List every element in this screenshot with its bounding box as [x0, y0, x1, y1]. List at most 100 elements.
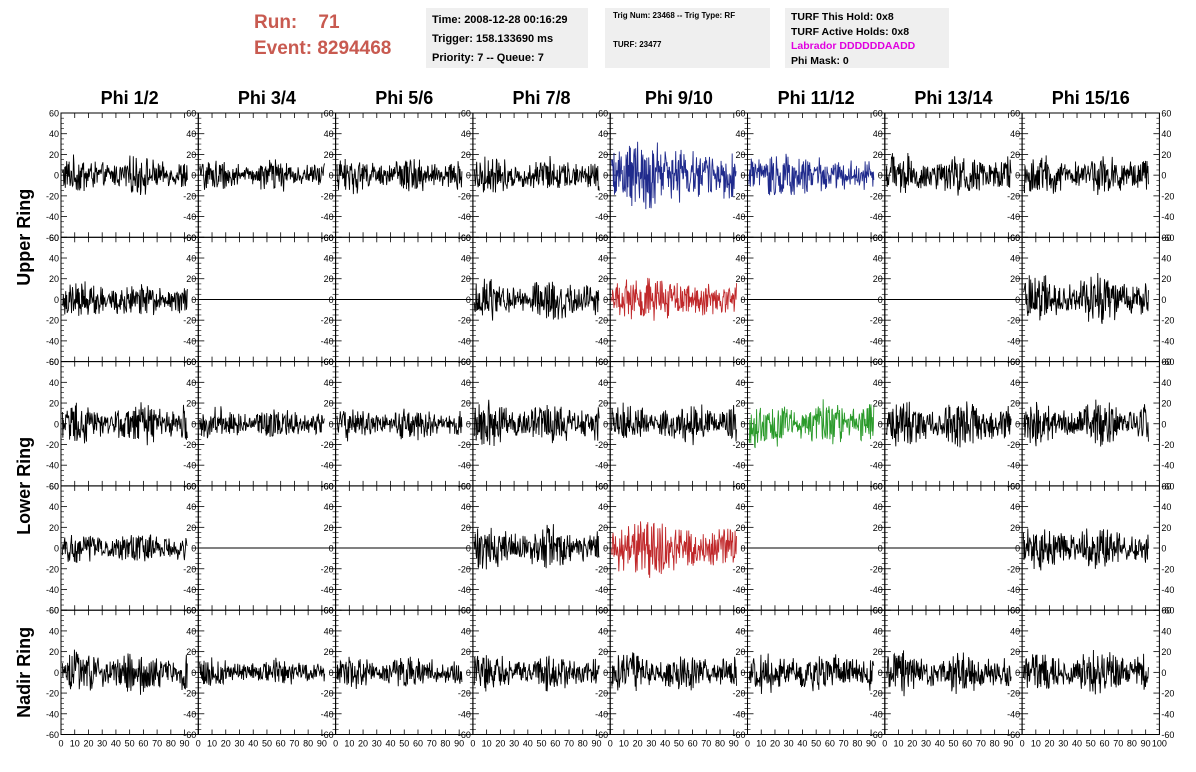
x-tick-label: 80	[852, 739, 862, 749]
y-tick-label: 60	[735, 357, 745, 367]
y-tick-label: 40	[735, 502, 745, 512]
x-tick-label: 0	[333, 739, 338, 749]
x-tick-label: 70	[701, 739, 711, 749]
y-tick-label: 40	[1161, 378, 1171, 388]
time-line: Time: 2008-12-28 00:16:29	[432, 14, 568, 26]
y-tick-label: 60	[324, 606, 334, 616]
y-tick-label: 0	[878, 668, 883, 678]
y-tick-label: 40	[1161, 626, 1171, 636]
y-tick-label: 0	[878, 419, 883, 429]
waveform-trace	[61, 281, 188, 316]
x-tick-label: 30	[1058, 739, 1068, 749]
y-tick-label: -40	[595, 212, 608, 222]
y-tick-label: 20	[873, 399, 883, 409]
y-tick-label: 40	[873, 378, 883, 388]
x-tick-label: 40	[248, 739, 258, 749]
x-tick-label: 50	[1086, 739, 1096, 749]
x-tick-label: 20	[358, 739, 368, 749]
y-tick-label: -60	[1161, 606, 1174, 616]
y-tick-label: 40	[598, 378, 608, 388]
y-tick-label: -20	[458, 689, 471, 699]
y-tick-label: 20	[324, 523, 334, 533]
x-tick-label: 0	[58, 739, 63, 749]
y-tick-label: 40	[461, 254, 471, 264]
column-title: Phi 5/6	[375, 88, 433, 108]
x-tick-label: 0	[470, 739, 475, 749]
y-tick-label: -60	[46, 233, 59, 243]
y-tick-label: -40	[458, 461, 471, 471]
y-tick-label: 40	[324, 378, 334, 388]
y-tick-label: 60	[1010, 481, 1020, 491]
x-tick-label: 40	[660, 739, 670, 749]
y-tick-label: -40	[46, 709, 59, 719]
x-tick-label: 10	[1031, 739, 1041, 749]
y-tick-label: 40	[324, 626, 334, 636]
column-title: Phi 9/10	[645, 88, 713, 108]
y-tick-label: 20	[1010, 399, 1020, 409]
y-tick-label: 40	[186, 502, 196, 512]
x-tick-label: 10	[894, 739, 904, 749]
y-tick-label: 60	[598, 606, 608, 616]
y-tick-label: -40	[183, 212, 196, 222]
y-tick-label: -20	[732, 564, 745, 574]
y-tick-label: 0	[603, 295, 608, 305]
time-info-box: Time: 2008-12-28 00:16:29 Trigger: 158.1…	[426, 8, 588, 68]
x-tick-label: 10	[207, 739, 217, 749]
y-tick-label: -60	[46, 730, 59, 740]
y-tick-label: 20	[186, 274, 196, 284]
y-tick-label: 40	[49, 378, 59, 388]
y-tick-label: -60	[870, 481, 883, 491]
y-tick-label: 60	[735, 109, 745, 119]
waveform-trace	[61, 649, 188, 695]
y-tick-label: -60	[1161, 357, 1174, 367]
x-tick-label: 20	[633, 739, 643, 749]
y-tick-label: 60	[49, 109, 59, 119]
y-tick-label: 0	[54, 544, 59, 554]
y-tick-label: -40	[321, 212, 334, 222]
y-tick-label: 40	[186, 378, 196, 388]
x-tick-label: 30	[646, 739, 656, 749]
y-tick-label: -20	[870, 316, 883, 326]
y-tick-label: 20	[461, 150, 471, 160]
phi-mask-line: Phi Mask: 0	[791, 54, 849, 67]
y-tick-label: -20	[46, 191, 59, 201]
y-tick-label: 20	[735, 523, 745, 533]
waveform-trace	[885, 401, 1012, 448]
y-tick-label: 20	[598, 274, 608, 284]
y-tick-label: -60	[321, 730, 334, 740]
x-tick-label: 50	[399, 739, 409, 749]
x-tick-label: 40	[523, 739, 533, 749]
y-tick-label: -40	[1007, 336, 1020, 346]
x-tick-label: 40	[1072, 739, 1082, 749]
x-tick-label: 80	[715, 739, 725, 749]
y-tick-label: 60	[598, 357, 608, 367]
y-tick-label: 40	[873, 129, 883, 139]
y-tick-label: -40	[46, 585, 59, 595]
y-tick-label: -60	[46, 357, 59, 367]
y-tick-label: 40	[598, 502, 608, 512]
y-tick-label: 60	[1010, 109, 1020, 119]
y-tick-label: -60	[732, 730, 745, 740]
y-tick-label: 20	[49, 150, 59, 160]
y-tick-label: -40	[870, 212, 883, 222]
waveform-trace	[611, 402, 737, 446]
y-tick-label: -60	[321, 357, 334, 367]
x-tick-label: 70	[839, 739, 849, 749]
y-tick-label: 20	[1010, 647, 1020, 657]
y-tick-label: 0	[329, 419, 334, 429]
y-tick-label: 20	[735, 274, 745, 284]
y-tick-label: -40	[321, 336, 334, 346]
x-tick-label: 10	[756, 739, 766, 749]
